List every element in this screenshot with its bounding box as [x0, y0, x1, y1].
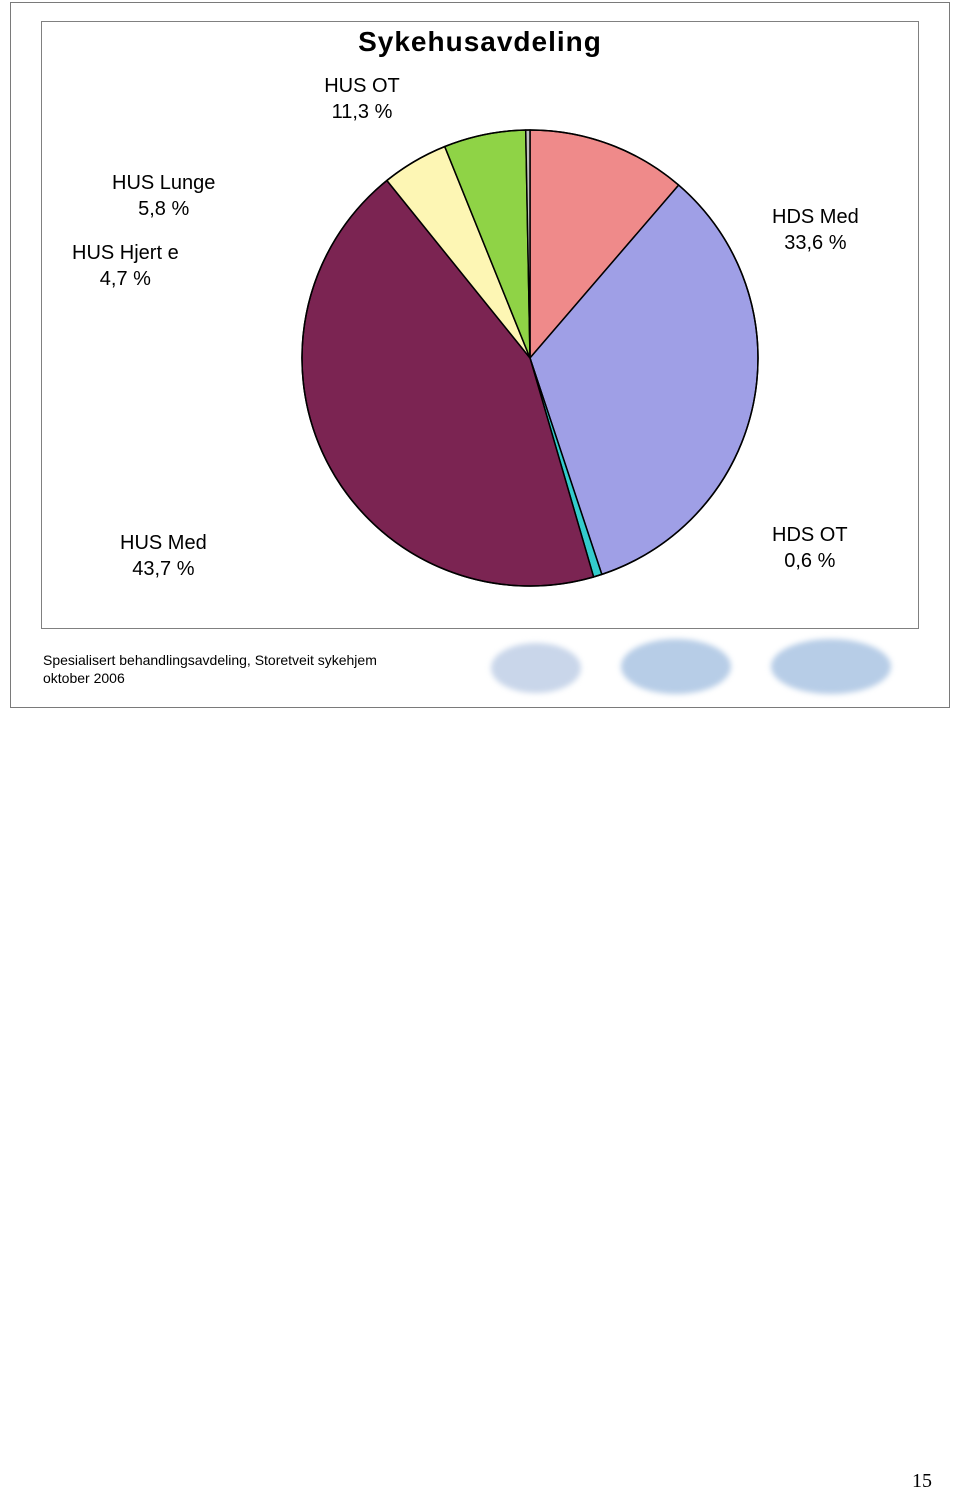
background-blob	[621, 639, 731, 694]
pie-slice-label: HUS Lunge 5,8 %	[112, 170, 215, 222]
slice-name: HUS Lunge	[112, 172, 215, 194]
slice-percent: 0,6 %	[784, 550, 835, 572]
slice-name: HDS Med	[772, 206, 859, 228]
pie-chart	[290, 118, 770, 598]
slide-frame: Sykehusavdeling HUS OT 11,3 % HDS Med 33,6 …	[10, 2, 950, 708]
footer-note: Spesialisert behandlingsavdeling, Storet…	[43, 651, 377, 687]
pie-slice-label: HUS Hjert e 4,7 %	[72, 240, 179, 292]
slice-name: HUS Med	[120, 532, 207, 554]
slice-name: HDS OT	[772, 524, 848, 546]
slice-percent: 43,7 %	[132, 558, 194, 580]
slice-percent: 5,8 %	[138, 198, 189, 220]
pie-slice-label: HDS OT 0,6 %	[772, 522, 848, 574]
pie-svg	[290, 118, 770, 598]
page-number: 15	[912, 1470, 932, 1493]
footer-line1: Spesialisert behandlingsavdeling, Storet…	[43, 652, 377, 668]
chart-frame: Sykehusavdeling HUS OT 11,3 % HDS Med 33,6 …	[41, 21, 919, 629]
slice-percent: 33,6 %	[784, 232, 846, 254]
slice-name: HUS Hjert e	[72, 242, 179, 264]
slice-percent: 11,3 %	[332, 101, 393, 123]
footer-line2: oktober 2006	[43, 670, 125, 686]
pie-slice-label: HDS Med 33,6 %	[772, 204, 859, 256]
slice-percent: 4,7 %	[100, 268, 151, 290]
pie-slice-label: HUS Med 43,7 %	[120, 530, 207, 582]
chart-title: Sykehusavdeling	[42, 26, 918, 58]
background-blob	[771, 639, 891, 694]
slice-name: HUS OT	[324, 75, 400, 97]
background-blob	[491, 643, 581, 693]
pie-slice-label: HUS OT 11,3 %	[324, 73, 400, 125]
